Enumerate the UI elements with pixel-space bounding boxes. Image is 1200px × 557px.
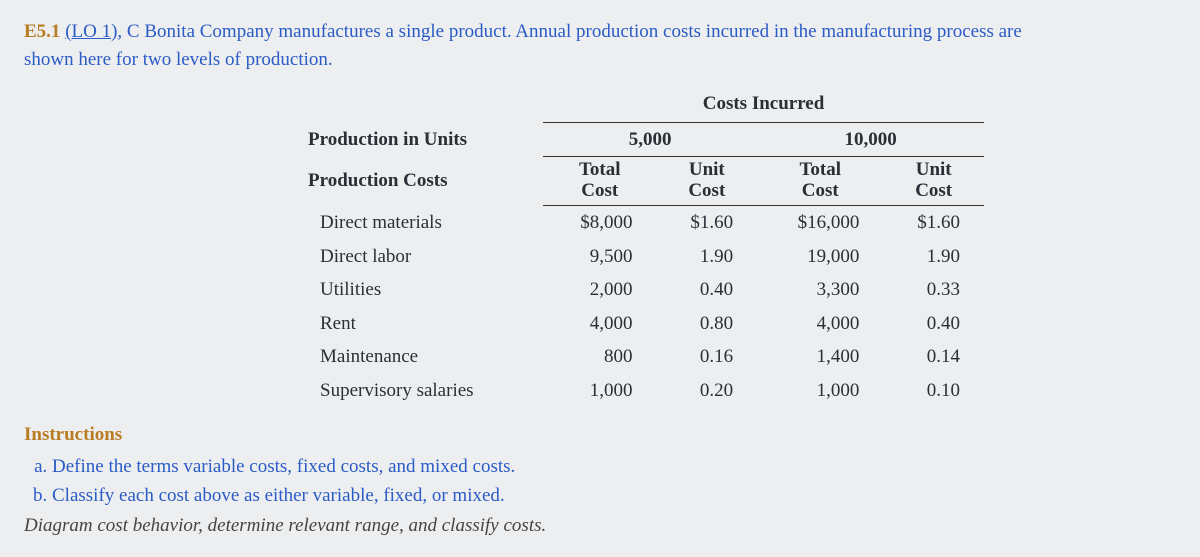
cell: $16,000 [757,205,883,239]
table-row: Direct labor 9,500 1.90 19,000 1.90 [304,240,984,274]
row-label: Maintenance [304,340,543,374]
problem-text-1: manufactures a single product. Annual pr… [274,21,1022,42]
cell: 0.80 [656,307,757,341]
production-in-units-label: Production in Units [304,122,543,157]
problem-heading: E5.1 (LO 1), C Bonita Company manufactur… [24,18,1176,73]
cell: 1.90 [883,240,984,274]
row-label: Direct materials [304,205,543,239]
col-total-cost-10000: TotalCost [765,160,875,202]
cell: 19,000 [757,240,883,274]
cell: $1.60 [883,205,984,239]
cell: 1,400 [757,340,883,374]
cell: 0.16 [656,340,757,374]
company-name: , C Bonita Company [117,21,273,42]
cell: 0.10 [883,374,984,408]
cell: 0.40 [883,307,984,341]
table-row: Supervisory salaries 1,000 0.20 1,000 0.… [304,374,984,408]
cell: 0.33 [883,273,984,307]
production-costs-label: Production Costs [304,157,543,206]
cell: $1.60 [656,205,757,239]
cost-table: Costs Incurred Production in Units 5,000… [304,87,984,407]
level-5000: 5,000 [543,122,757,157]
cell: $8,000 [543,205,656,239]
list-item: Classify each cost above as either varia… [52,482,1176,510]
row-label: Utilities [304,273,543,307]
problem-text-2: shown here for two levels of production. [24,46,1176,74]
learning-objective-link[interactable]: (LO 1) [65,21,117,42]
cell: 800 [543,340,656,374]
italic-note: Diagram cost behavior, determine relevan… [24,512,1176,540]
row-label: Direct labor [304,240,543,274]
cell: 9,500 [543,240,656,274]
table-row: Production Costs TotalCost UnitCost Tota… [304,157,984,206]
instructions-list: Define the terms variable costs, fixed c… [24,453,1176,510]
cell: 1.90 [656,240,757,274]
table-row: Maintenance 800 0.16 1,400 0.14 [304,340,984,374]
table-row: Production in Units 5,000 10,000 [304,122,984,157]
table-row: Costs Incurred [304,87,984,122]
instructions-heading: Instructions [24,421,1176,449]
cell: 3,300 [757,273,883,307]
cell: 1,000 [757,374,883,408]
cell: 0.40 [656,273,757,307]
level-10000: 10,000 [757,122,984,157]
table-row: Utilities 2,000 0.40 3,300 0.33 [304,273,984,307]
cell: 4,000 [543,307,656,341]
col-unit-cost-10000: UnitCost [891,160,976,202]
costs-incurred-header: Costs Incurred [543,87,984,122]
row-label: Supervisory salaries [304,374,543,408]
cell: 4,000 [757,307,883,341]
cell: 0.20 [656,374,757,408]
list-item: Define the terms variable costs, fixed c… [52,453,1176,481]
cell: 0.14 [883,340,984,374]
table-row: Direct materials $8,000 $1.60 $16,000 $1… [304,205,984,239]
col-unit-cost-5000: UnitCost [664,160,749,202]
cell: 2,000 [543,273,656,307]
cell: 1,000 [543,374,656,408]
row-label: Rent [304,307,543,341]
col-total-cost-5000: TotalCost [551,160,648,202]
exercise-number: E5.1 [24,21,60,42]
cost-table-wrap: Costs Incurred Production in Units 5,000… [304,87,984,407]
table-row: Rent 4,000 0.80 4,000 0.40 [304,307,984,341]
